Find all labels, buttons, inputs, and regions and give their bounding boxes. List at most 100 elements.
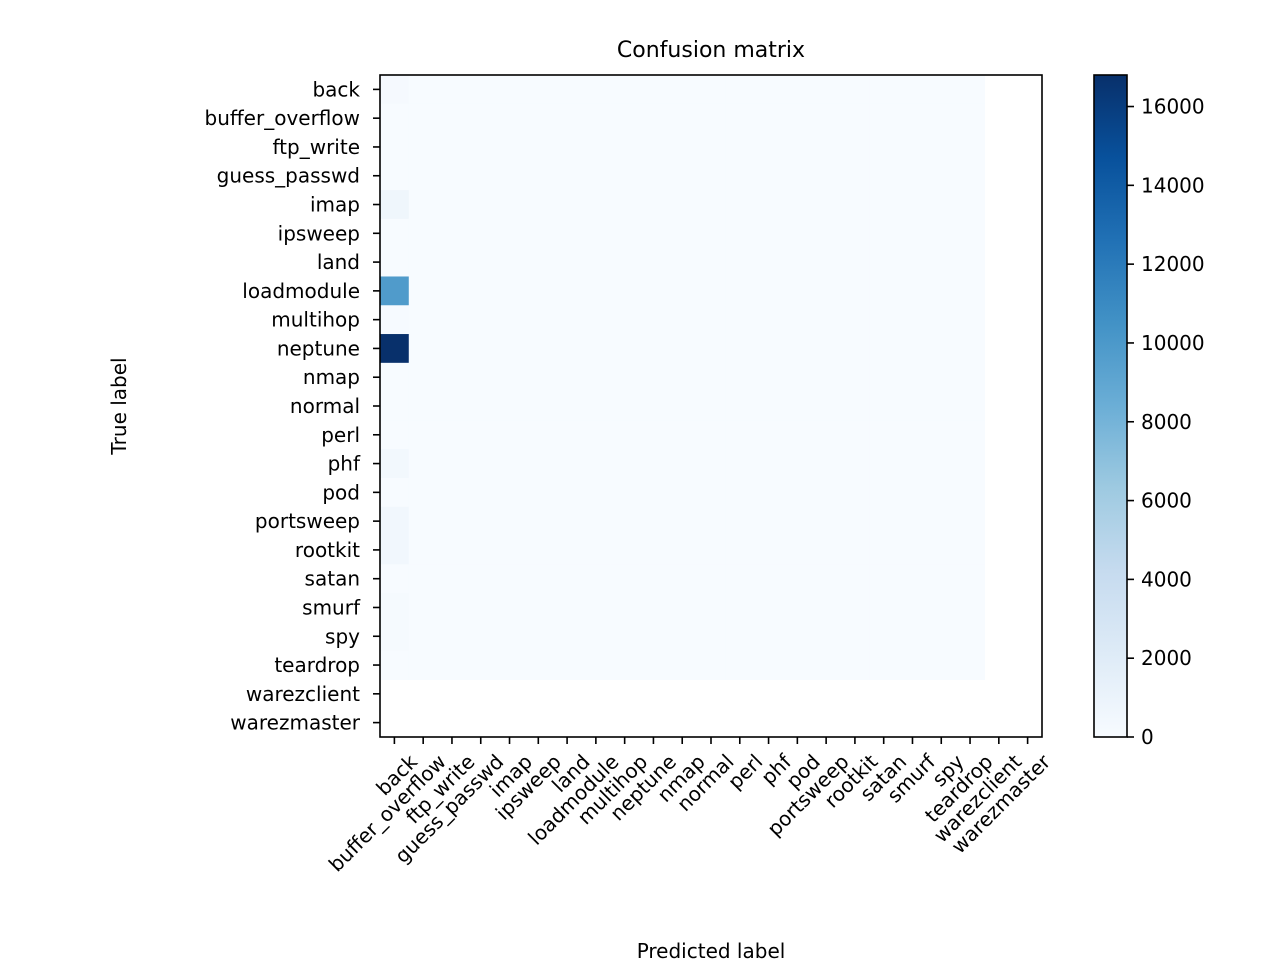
heatmap-cell — [754, 621, 784, 652]
heatmap-cell — [667, 218, 698, 249]
heatmap-cell — [639, 564, 669, 594]
heatmap-cell — [840, 535, 870, 565]
heatmap-cell — [696, 305, 726, 335]
heatmap-cell — [466, 161, 496, 191]
heatmap-cell — [523, 305, 554, 335]
heatmap-cell — [667, 391, 698, 421]
y-tick-label: spy — [325, 624, 360, 648]
heatmap-cell — [898, 593, 928, 623]
heatmap-cell — [667, 190, 698, 220]
heatmap-cell — [380, 161, 410, 191]
heatmap-cell — [696, 161, 726, 191]
heatmap-cell — [523, 218, 554, 249]
heatmap-cell — [581, 276, 611, 306]
heatmap-cell — [696, 506, 726, 537]
heatmap-cell — [754, 362, 784, 393]
heatmap-cell — [725, 75, 755, 105]
heatmap-cell — [552, 621, 583, 652]
heatmap-cell — [811, 621, 842, 652]
heatmap-cell — [782, 535, 813, 565]
heatmap-cell — [495, 103, 525, 134]
heatmap-cell — [782, 391, 813, 421]
heatmap-cell — [840, 449, 870, 479]
heatmap-cell — [955, 621, 986, 652]
heatmap-cell — [782, 593, 813, 623]
y-tick-label: land — [317, 250, 360, 274]
heatmap-cell — [408, 621, 439, 652]
heatmap-cell — [380, 621, 410, 652]
y-tick-label: smurf — [302, 595, 361, 619]
heatmap-cell — [725, 477, 755, 508]
heatmap-cell — [725, 132, 755, 162]
heatmap-cell — [610, 650, 640, 681]
heatmap-cell — [639, 247, 669, 278]
y-tick-label: portsweep — [255, 509, 360, 533]
heatmap-cell — [639, 621, 669, 652]
heatmap-cell — [408, 132, 439, 162]
heatmap-cell — [840, 506, 870, 537]
heatmap-cell — [811, 564, 842, 594]
heatmap-cell — [898, 132, 928, 162]
heatmap-cell — [639, 506, 669, 537]
heatmap-cell — [782, 161, 813, 191]
heatmap-cell — [581, 477, 611, 508]
heatmap-cell — [696, 621, 726, 652]
heatmap-cell — [610, 305, 640, 335]
heatmap-cells — [380, 75, 986, 681]
heatmap-cell — [667, 564, 698, 594]
heatmap-cell — [725, 535, 755, 565]
heatmap-cell — [408, 334, 439, 364]
heatmap-cell — [667, 161, 698, 191]
heatmap-cell — [408, 75, 439, 105]
heatmap-cell — [869, 75, 899, 105]
heatmap-cell — [523, 593, 554, 623]
y-tick-label: imap — [310, 193, 360, 217]
heatmap-cell — [811, 334, 842, 364]
heatmap-cell — [926, 420, 957, 450]
heatmap-cell — [552, 161, 583, 191]
heatmap-cell — [639, 391, 669, 421]
heatmap-cell — [840, 276, 870, 306]
heatmap-cell — [725, 334, 755, 364]
heatmap-cell — [754, 449, 784, 479]
heatmap-cell — [408, 362, 439, 393]
heatmap-cell — [639, 362, 669, 393]
heatmap-cell — [466, 477, 496, 508]
heatmap-cell — [955, 564, 986, 594]
heatmap-cell — [610, 449, 640, 479]
heatmap-cell — [782, 650, 813, 681]
heatmap-cell — [955, 535, 986, 565]
heatmap-cell — [581, 535, 611, 565]
heatmap-cell — [495, 477, 525, 508]
heatmap-cell — [811, 420, 842, 450]
heatmap-cell — [955, 506, 986, 537]
heatmap-cell — [466, 391, 496, 421]
heatmap-cell — [523, 535, 554, 565]
heatmap-cell — [523, 276, 554, 306]
heatmap-cell — [581, 650, 611, 681]
colorbar-tick-label: 16000 — [1141, 95, 1205, 119]
y-tick-label: warezmaster — [230, 711, 361, 735]
heatmap-cell — [639, 103, 669, 134]
heatmap-cell — [552, 449, 583, 479]
heatmap-cell — [523, 449, 554, 479]
heatmap-cell — [380, 449, 410, 479]
heatmap-cell — [926, 161, 957, 191]
heatmap-cell — [380, 218, 410, 249]
heatmap-cell — [869, 276, 899, 306]
heatmap-cell — [811, 218, 842, 249]
heatmap-cell — [840, 362, 870, 393]
heatmap-cell — [898, 535, 928, 565]
heatmap-cell — [696, 103, 726, 134]
heatmap-cell — [667, 650, 698, 681]
heatmap-cell — [610, 276, 640, 306]
heatmap-cell — [955, 420, 986, 450]
heatmap-cell — [869, 103, 899, 134]
heatmap-cell — [408, 161, 439, 191]
heatmap-cell — [782, 449, 813, 479]
heatmap-cell — [782, 247, 813, 278]
y-tick-label: guess_passwd — [217, 164, 360, 188]
heatmap-cell — [667, 420, 698, 450]
heatmap-cell — [466, 362, 496, 393]
heatmap-cell — [840, 477, 870, 508]
